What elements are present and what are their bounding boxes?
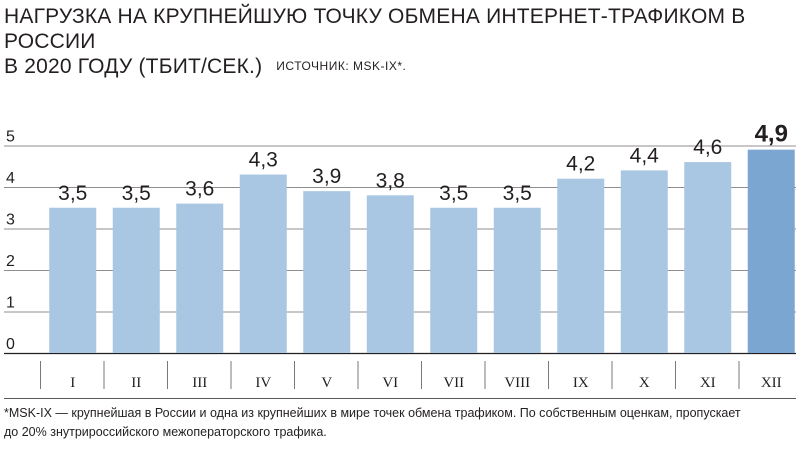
- bar-chart: 0 1 2 3 4 5 3,5 I 3,5 II 3,6 III 4,3 IV 3,9 V 3,8 VI 3,5 VI…: [4, 121, 796, 399]
- bar: [366, 195, 414, 353]
- bar: [620, 170, 668, 353]
- x-tick-label: VI: [382, 375, 398, 391]
- y-tick-label: 1: [6, 295, 15, 312]
- y-tick-label: 4: [6, 170, 15, 187]
- data-label: 3,5: [439, 182, 468, 205]
- x-tick-label: XII: [761, 375, 782, 391]
- title-line-1: НАГРУЗКА НА КРУПНЕЙШУЮ ТОЧКУ ОБМЕНА ИНТЕ…: [4, 5, 746, 53]
- bar: [239, 174, 287, 353]
- x-tick-label: IV: [255, 375, 271, 391]
- bar: [303, 191, 351, 353]
- data-label: 3,5: [122, 182, 151, 205]
- footnote-line-2: до 20% знутрироссийского межоператорског…: [4, 425, 327, 439]
- data-label: 4,4: [630, 144, 660, 167]
- x-tick-label: IX: [573, 375, 589, 391]
- bar: [430, 207, 478, 353]
- data-label: 4,9: [755, 121, 788, 148]
- title-line-2-text: В 2020 ГОДУ (ТБИТ/СЕК.): [4, 55, 263, 78]
- title-line-2: В 2020 ГОДУ (ТБИТ/СЕК.) ИСТОЧНИК: MSK-IX*…: [4, 54, 796, 79]
- data-label: 4,6: [693, 136, 722, 159]
- x-tick-label: X: [639, 375, 650, 391]
- bar: [112, 207, 160, 353]
- bar: [493, 207, 541, 353]
- x-tick-label: II: [131, 375, 141, 391]
- bar: [557, 178, 605, 353]
- footnote-line-1: *MSK-IX — крупнейшая в России и одна из …: [4, 406, 741, 420]
- source-label: ИСТОЧНИК: MSK-IX*.: [276, 59, 407, 73]
- x-tick-label: VIII: [504, 375, 530, 391]
- x-tick-label: V: [321, 375, 332, 391]
- x-tick-label: I: [70, 375, 75, 391]
- data-label: 4,3: [249, 149, 278, 172]
- y-tick-label: 3: [6, 212, 15, 229]
- bar: [49, 207, 97, 353]
- x-tick-label: VII: [443, 375, 464, 391]
- bar: [684, 162, 732, 353]
- data-label: 3,9: [312, 165, 341, 188]
- y-tick-label: 0: [6, 336, 15, 353]
- data-label: 3,6: [185, 178, 214, 201]
- bar: [747, 149, 795, 353]
- bar: [176, 203, 224, 353]
- data-label: 3,8: [376, 169, 405, 192]
- footnote: *MSK-IX — крупнейшая в России и одна из …: [4, 404, 794, 442]
- x-tick-label: III: [192, 375, 207, 391]
- chart-title: НАГРУЗКА НА КРУПНЕЙШУЮ ТОЧКУ ОБМЕНА ИНТЕ…: [4, 4, 796, 79]
- x-tick-label: XI: [700, 375, 716, 391]
- y-tick-label: 2: [6, 253, 15, 270]
- data-label: 3,5: [503, 182, 532, 205]
- y-tick-label: 5: [6, 129, 15, 146]
- data-label: 3,5: [58, 182, 87, 205]
- data-label: 4,2: [566, 153, 595, 176]
